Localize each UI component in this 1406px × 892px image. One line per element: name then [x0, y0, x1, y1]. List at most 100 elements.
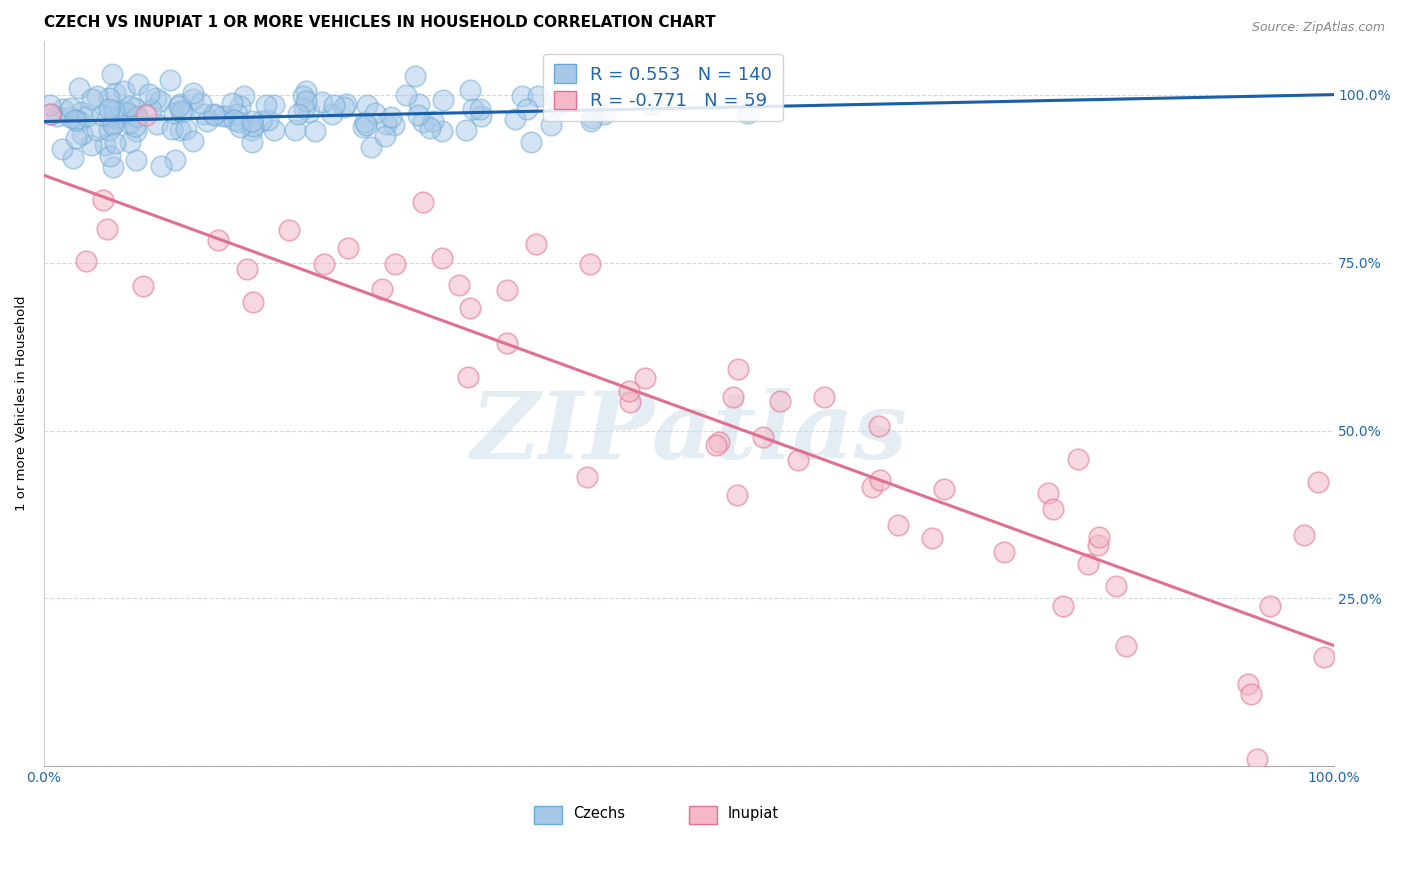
Point	[207, 233, 229, 247]
Point	[311, 95, 333, 109]
Point	[526, 89, 548, 103]
Point	[46, 109, 69, 123]
Point	[707, 434, 730, 449]
Point	[406, 108, 429, 122]
Point	[263, 123, 285, 137]
Point	[139, 103, 162, 117]
Point	[292, 101, 315, 115]
Point	[470, 109, 492, 123]
Legend: R = 0.553   N = 140, R = -0.771   N = 59: R = 0.553 N = 140, R = -0.771 N = 59	[543, 54, 783, 121]
Point	[1237, 676, 1260, 690]
Point	[932, 483, 955, 497]
Point	[1105, 578, 1128, 592]
Point	[292, 89, 315, 103]
Point	[634, 371, 657, 385]
Point	[412, 195, 434, 210]
Point	[1292, 528, 1315, 542]
Point	[51, 142, 73, 156]
Point	[98, 102, 121, 116]
Point	[118, 116, 141, 130]
Point	[202, 107, 225, 121]
Point	[118, 98, 141, 112]
Point	[39, 98, 62, 112]
Point	[149, 95, 172, 109]
Point	[404, 69, 426, 83]
Point	[263, 98, 285, 112]
Point	[1042, 501, 1064, 516]
Point	[112, 84, 135, 98]
Point	[67, 81, 90, 95]
Point	[91, 108, 114, 122]
Point	[183, 86, 205, 100]
Point	[1258, 599, 1281, 613]
Point	[360, 140, 382, 154]
Point	[242, 119, 264, 133]
Point	[277, 222, 299, 236]
Point	[430, 251, 453, 265]
Point	[256, 113, 278, 128]
Point	[868, 418, 890, 433]
Point	[382, 118, 405, 132]
Point	[98, 149, 121, 163]
Point	[101, 116, 124, 130]
Point	[380, 110, 402, 124]
Point	[115, 106, 138, 120]
Text: Inupiat: Inupiat	[727, 806, 779, 821]
Point	[335, 97, 357, 112]
Point	[91, 193, 114, 207]
Point	[221, 96, 243, 111]
Point	[1246, 752, 1268, 766]
Point	[721, 390, 744, 404]
Text: Czechs: Czechs	[572, 806, 624, 821]
Point	[103, 160, 125, 174]
Point	[145, 91, 167, 105]
Point	[193, 107, 215, 121]
Point	[52, 102, 75, 116]
Point	[240, 122, 263, 136]
Point	[160, 122, 183, 136]
Point	[103, 136, 125, 150]
Point	[1077, 557, 1099, 571]
Point	[169, 96, 191, 111]
Point	[62, 151, 84, 165]
Point	[575, 470, 598, 484]
Point	[375, 117, 398, 131]
Point	[250, 113, 273, 128]
Point	[104, 112, 127, 126]
Point	[422, 114, 444, 128]
Point	[581, 112, 603, 126]
Point	[524, 236, 547, 251]
Point	[124, 101, 146, 115]
Point	[66, 113, 89, 128]
Point	[135, 108, 157, 122]
Point	[181, 92, 204, 106]
Point	[127, 77, 149, 91]
Point	[581, 113, 603, 128]
Point	[503, 112, 526, 126]
Point	[145, 117, 167, 131]
Point	[115, 104, 138, 119]
Text: CZECH VS INUPIAT 1 OR MORE VEHICLES IN HOUSEHOLD CORRELATION CHART: CZECH VS INUPIAT 1 OR MORE VEHICLES IN H…	[44, 15, 716, 30]
Point	[224, 113, 246, 128]
Point	[125, 124, 148, 138]
Point	[287, 106, 309, 120]
Point	[98, 91, 121, 105]
Point	[737, 105, 759, 120]
Point	[860, 479, 883, 493]
Point	[727, 361, 749, 376]
Point	[165, 153, 187, 167]
Point	[124, 120, 146, 134]
Point	[295, 84, 318, 98]
Point	[100, 67, 122, 81]
Point	[242, 114, 264, 128]
Point	[323, 98, 346, 112]
Point	[103, 104, 125, 119]
Point	[82, 92, 104, 106]
Point	[254, 98, 277, 112]
Point	[76, 109, 98, 123]
Point	[97, 109, 120, 123]
Point	[93, 138, 115, 153]
Point	[240, 135, 263, 149]
Point	[457, 370, 479, 384]
Point	[408, 96, 430, 111]
